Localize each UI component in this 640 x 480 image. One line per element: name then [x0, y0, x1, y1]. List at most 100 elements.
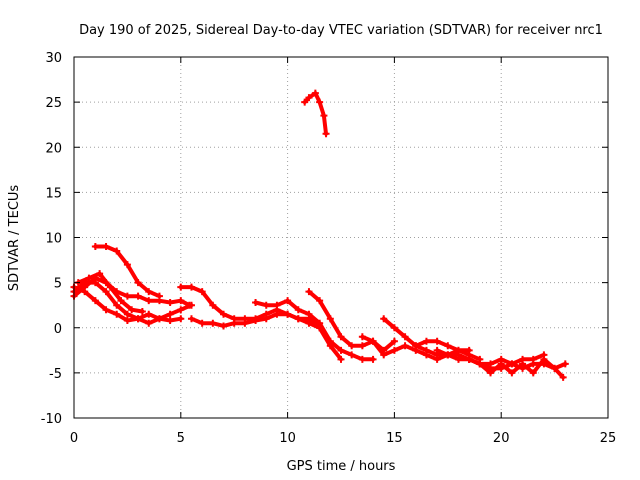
data-point: [326, 315, 334, 323]
series-line: [302, 91, 328, 136]
y-tick-label: 5: [54, 277, 62, 292]
x-tick-label: 25: [600, 431, 617, 446]
data-point: [529, 369, 537, 377]
data-point: [220, 310, 228, 318]
data-point: [316, 297, 324, 305]
data-point: [369, 355, 377, 363]
x-tick-labels: 0 5 10 15 20 25: [70, 431, 616, 446]
data-point: [91, 279, 99, 287]
x-tick-label: 5: [177, 431, 185, 446]
data-point: [177, 306, 185, 314]
data-point: [348, 342, 356, 350]
data-point: [117, 297, 125, 305]
data-point: [551, 364, 559, 372]
data-point: [337, 355, 345, 363]
data-point: [444, 351, 452, 359]
data-series: [70, 89, 569, 381]
data-point: [134, 292, 142, 300]
data-point: [422, 346, 430, 354]
data-point: [128, 306, 136, 314]
x-axis-label: GPS time / hours: [287, 459, 396, 474]
data-point: [177, 315, 185, 323]
data-point: [134, 315, 142, 323]
data-point: [123, 261, 131, 269]
data-point: [348, 351, 356, 359]
data-point: [358, 355, 366, 363]
data-point: [305, 310, 313, 318]
data-point: [540, 351, 548, 359]
data-point: [102, 288, 110, 296]
y-tick-label: -5: [49, 367, 62, 382]
data-point: [322, 130, 330, 138]
data-point: [123, 292, 131, 300]
y-axis-label: SDTVAR / TECUs: [7, 185, 22, 292]
data-point: [454, 351, 462, 359]
data-point: [476, 360, 484, 368]
data-point: [145, 319, 153, 327]
data-point: [316, 98, 324, 106]
data-point: [390, 337, 398, 345]
y-tick-label: 30: [45, 51, 62, 66]
data-point: [102, 306, 110, 314]
data-point: [262, 315, 270, 323]
data-point: [487, 360, 495, 368]
data-point: [134, 279, 142, 287]
data-point: [113, 301, 121, 309]
data-point: [559, 373, 567, 381]
data-point: [85, 274, 93, 282]
data-point: [230, 319, 238, 327]
data-point: [497, 355, 505, 363]
data-point: [311, 89, 319, 97]
data-point: [422, 337, 430, 345]
series-line: [178, 285, 343, 362]
x-tick-label: 10: [279, 431, 296, 446]
x-tick-label: 15: [386, 431, 403, 446]
y-tick-label: -10: [41, 412, 62, 427]
data-point: [187, 283, 195, 291]
data-point: [123, 317, 131, 325]
data-point: [380, 351, 388, 359]
data-point: [198, 288, 206, 296]
data-point: [155, 292, 163, 300]
data-point: [177, 297, 185, 305]
x-tick-label: 0: [70, 431, 78, 446]
data-point: [444, 342, 452, 350]
data-point: [252, 317, 260, 325]
data-point: [320, 112, 328, 120]
data-point: [220, 322, 228, 330]
data-point: [145, 288, 153, 296]
data-point: [305, 319, 313, 327]
data-point: [433, 346, 441, 354]
y-tick-label: 25: [45, 96, 62, 111]
data-point: [91, 297, 99, 305]
data-point: [337, 346, 345, 354]
data-point: [358, 333, 366, 341]
data-point: [123, 310, 131, 318]
data-point: [187, 315, 195, 323]
data-point: [519, 355, 527, 363]
series-line: [381, 316, 472, 353]
data-point: [465, 355, 473, 363]
data-point: [305, 288, 313, 296]
data-point: [96, 270, 104, 278]
x-tick-label: 20: [493, 431, 510, 446]
data-point: [401, 333, 409, 341]
data-point: [294, 315, 302, 323]
data-point: [358, 342, 366, 350]
data-point: [508, 360, 516, 368]
series-line: [467, 357, 566, 380]
data-point: [433, 337, 441, 345]
grid-lines: [74, 57, 608, 418]
data-point: [337, 333, 345, 341]
data-point: [301, 98, 309, 106]
data-point: [273, 301, 281, 309]
data-point: [209, 301, 217, 309]
data-point: [102, 243, 110, 251]
data-point: [262, 301, 270, 309]
series-track-5: [91, 243, 163, 300]
data-point: [284, 310, 292, 318]
data-point: [294, 306, 302, 314]
y-tick-label: 20: [45, 141, 62, 156]
data-point: [198, 319, 206, 327]
